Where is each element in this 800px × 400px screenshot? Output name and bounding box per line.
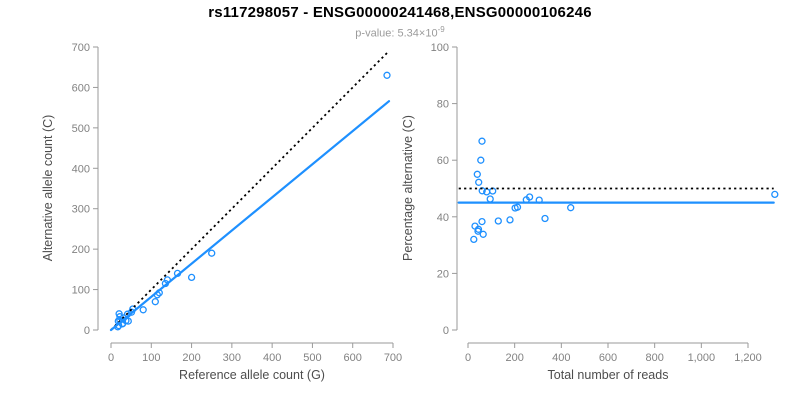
data-point xyxy=(208,249,216,257)
data-point xyxy=(139,306,147,314)
scatter-points xyxy=(114,71,391,331)
right-chart: 0 200 400 600 800 1,000 1,200 0 20 40 60 80 100 xyxy=(431,42,779,364)
pvalue-text: p-value: 5.34×10 xyxy=(355,27,438,40)
y-tick-label: 200 xyxy=(72,244,90,256)
page-title: rs117298057 - ENSG00000241468,ENSG000001… xyxy=(208,4,592,21)
x-tick-label: 500 xyxy=(303,352,321,364)
x-tick-label: 700 xyxy=(384,352,402,364)
x-tick-label: 1,200 xyxy=(734,352,762,364)
y-tick-label: 700 xyxy=(72,42,90,54)
data-point xyxy=(474,225,483,233)
y-tick-label: 0 xyxy=(443,325,449,337)
x-tick-label: 800 xyxy=(645,352,663,364)
pvalue-exponent: -9 xyxy=(437,25,445,34)
right-y-axis-label: Percentage alternative (C) xyxy=(401,115,415,261)
y-tick-label: 60 xyxy=(437,155,449,167)
data-point xyxy=(187,273,196,282)
x-tick-label: 0 xyxy=(465,352,471,364)
left-y-axis-label: Alternative allele count (C) xyxy=(41,115,55,262)
y-tick-label: 500 xyxy=(72,123,90,135)
data-point xyxy=(541,214,549,223)
data-point xyxy=(475,178,483,186)
y-tick-label: 80 xyxy=(437,99,449,111)
x-tick-label: 600 xyxy=(599,352,617,364)
pvalue-subtitle: p-value: 5.34×10-9 xyxy=(0,25,800,40)
x-tick-label: 0 xyxy=(108,352,114,364)
y-tick-label: 0 xyxy=(84,325,90,337)
x-tick-label: 1,000 xyxy=(688,352,716,364)
y-tick-label: 400 xyxy=(72,163,90,175)
tick-labels: 0 100 200 300 400 500 600 700 0 100 200 300 400 500 60… xyxy=(72,42,403,364)
data-point xyxy=(383,71,391,79)
data-point xyxy=(473,170,481,178)
x-tick-label: 600 xyxy=(344,352,362,364)
right-x-axis-label: Total number of reads xyxy=(548,368,669,382)
data-point xyxy=(567,204,575,212)
x-tick-label: 400 xyxy=(552,352,570,364)
data-point xyxy=(470,235,478,244)
data-point xyxy=(506,216,514,224)
y-tick-label: 300 xyxy=(72,204,90,216)
tick-labels: 0 200 400 600 800 1,000 1,200 0 20 40 60 80 100 xyxy=(431,42,762,364)
x-tick-label: 200 xyxy=(505,352,523,364)
data-point xyxy=(115,310,123,318)
y-tick-label: 40 xyxy=(437,212,449,224)
y-tick-label: 20 xyxy=(437,268,449,280)
identity-line xyxy=(110,50,390,331)
scatter-points xyxy=(470,137,779,244)
data-point xyxy=(513,203,522,211)
data-point xyxy=(478,217,486,226)
data-point xyxy=(478,137,486,145)
data-point xyxy=(477,156,485,164)
left-x-axis-label: Reference allele count (G) xyxy=(179,368,325,382)
axes xyxy=(452,46,749,348)
data-point xyxy=(151,298,159,306)
x-tick-label: 200 xyxy=(182,352,200,364)
data-point xyxy=(771,190,779,199)
data-point xyxy=(124,317,132,325)
data-point xyxy=(479,230,487,238)
y-tick-label: 100 xyxy=(431,42,449,54)
fit-line xyxy=(109,100,391,332)
axes xyxy=(93,46,394,348)
left-chart: 0 100 200 300 400 500 600 700 0 100 200 300 400 500 60… xyxy=(72,42,403,364)
x-tick-label: 100 xyxy=(142,352,160,364)
x-tick-label: 300 xyxy=(223,352,241,364)
y-tick-label: 100 xyxy=(72,285,90,297)
data-point xyxy=(525,193,534,201)
data-point xyxy=(486,195,494,203)
data-point xyxy=(494,217,502,225)
y-tick-label: 600 xyxy=(72,82,90,94)
x-tick-label: 400 xyxy=(263,352,281,364)
